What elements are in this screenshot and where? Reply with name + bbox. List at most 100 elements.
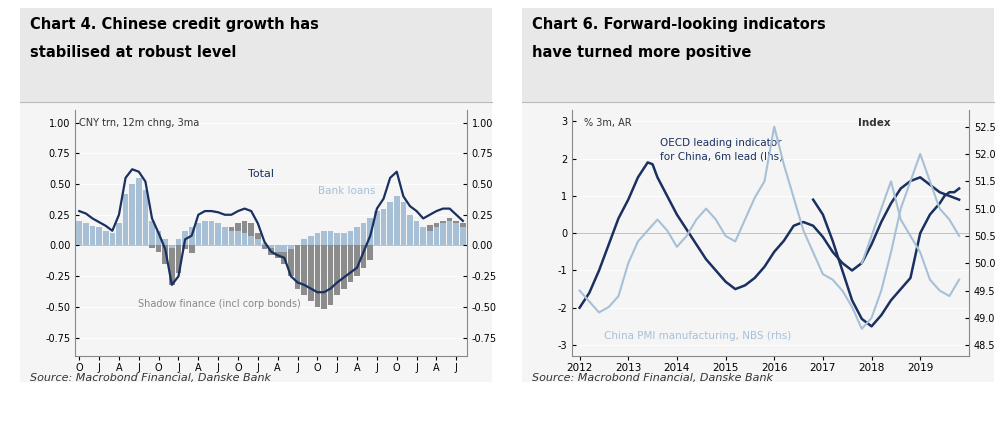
Bar [407, 215, 412, 245]
Text: Chart 4. Chinese credit growth has: Chart 4. Chinese credit growth has [30, 17, 319, 32]
Bar [288, 245, 294, 276]
Bar [255, 233, 261, 245]
Bar [142, 190, 148, 245]
Bar [420, 227, 425, 245]
Text: China PMI manufacturing, NBS (rhs): China PMI manufacturing, NBS (rhs) [604, 331, 790, 341]
Bar [433, 223, 438, 245]
Bar [367, 245, 373, 260]
Bar [380, 233, 386, 245]
Text: Shadow finance (incl corp bonds): Shadow finance (incl corp bonds) [137, 299, 301, 309]
Bar [189, 227, 195, 245]
Bar [426, 225, 432, 245]
Bar [275, 245, 280, 251]
Bar [209, 233, 215, 245]
Bar [129, 184, 134, 245]
Bar [268, 245, 274, 248]
Bar [169, 245, 175, 248]
Bar [288, 245, 294, 249]
Bar [96, 227, 102, 245]
Bar [109, 242, 115, 245]
Bar [155, 245, 161, 251]
Bar [76, 221, 82, 245]
Bar [255, 239, 261, 245]
Bar [83, 223, 88, 245]
Bar [122, 221, 128, 245]
Bar [135, 227, 141, 245]
Bar [407, 227, 412, 245]
Bar [162, 239, 168, 245]
Bar [393, 228, 399, 245]
Bar [387, 231, 392, 245]
Bar [235, 223, 241, 245]
Bar [374, 211, 379, 245]
Bar [367, 218, 373, 245]
Bar [103, 231, 108, 245]
Bar [76, 231, 82, 245]
Bar [413, 228, 419, 245]
Text: Total: Total [248, 169, 273, 179]
Bar [347, 245, 353, 282]
Bar [116, 223, 121, 245]
Bar [242, 233, 247, 245]
Bar [196, 233, 201, 245]
Bar [248, 223, 254, 245]
Bar [321, 231, 327, 245]
Text: Source: Macrobond Financial, Danske Bank: Source: Macrobond Financial, Danske Bank [30, 373, 271, 383]
Bar [413, 221, 419, 245]
Text: Bank loans: Bank loans [318, 186, 375, 196]
Bar [380, 209, 386, 245]
Bar [453, 223, 458, 245]
Text: stabilised at robust level: stabilised at robust level [30, 45, 237, 59]
Bar [334, 233, 340, 245]
Text: Chart 6. Forward-looking indicators: Chart 6. Forward-looking indicators [532, 17, 825, 32]
Bar [83, 234, 88, 245]
Bar [347, 231, 353, 245]
Bar [301, 245, 307, 295]
Bar [202, 231, 208, 245]
Bar [327, 231, 333, 245]
Bar [321, 245, 327, 310]
Bar [426, 231, 432, 245]
Bar [155, 231, 161, 245]
Bar [327, 245, 333, 304]
Bar [122, 194, 128, 245]
Bar [222, 227, 228, 245]
Text: have turned more positive: have turned more positive [532, 45, 751, 59]
Bar [183, 231, 188, 245]
Bar [453, 221, 458, 245]
Bar [262, 243, 267, 245]
Bar [459, 223, 465, 245]
Bar [314, 245, 320, 307]
Bar [459, 227, 465, 245]
Bar [281, 245, 287, 251]
Bar [149, 245, 154, 248]
Bar [89, 237, 95, 245]
Bar [103, 240, 108, 245]
Bar [314, 233, 320, 245]
Bar [308, 236, 313, 245]
Bar [229, 231, 234, 245]
Bar [439, 221, 445, 245]
Bar [295, 245, 300, 288]
Text: Source: Macrobond Financial, Danske Bank: Source: Macrobond Financial, Danske Bank [532, 373, 772, 383]
Bar [393, 196, 399, 245]
Bar [215, 223, 221, 245]
Bar [439, 223, 445, 245]
Bar [387, 202, 392, 245]
Bar [354, 227, 359, 245]
Bar [176, 239, 182, 245]
Bar [96, 239, 102, 245]
Bar [308, 245, 313, 301]
Bar [433, 227, 438, 245]
Bar [341, 245, 346, 288]
Bar [268, 245, 274, 255]
Bar [129, 223, 134, 245]
Bar [209, 221, 215, 245]
Bar [189, 245, 195, 253]
Bar [116, 233, 121, 245]
Bar [420, 227, 425, 245]
Bar [222, 231, 228, 245]
Bar [400, 202, 406, 245]
Bar [215, 231, 221, 245]
Bar [162, 245, 168, 264]
